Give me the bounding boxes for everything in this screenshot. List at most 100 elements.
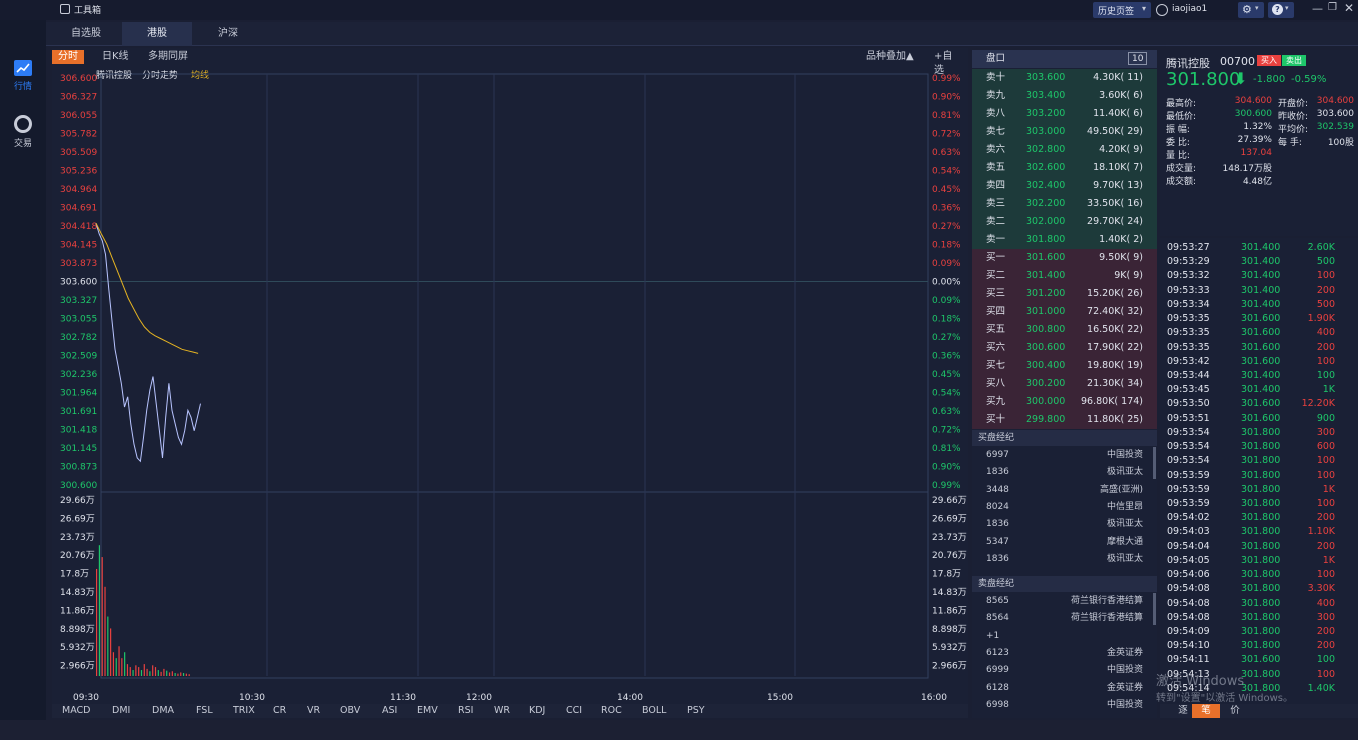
indicator-cr[interactable]: CR <box>273 705 287 716</box>
indicator-wr[interactable]: WR <box>494 705 510 716</box>
ask-row[interactable]: 卖五 302.600 18.10K( 7) <box>972 159 1157 177</box>
minimize-icon[interactable]: — <box>1312 2 1323 15</box>
overlay-button[interactable]: 品种叠加▲ <box>866 51 914 62</box>
broker-row[interactable]: +1 <box>972 628 1157 645</box>
ask-row[interactable]: 卖九 303.400 3.60K( 6) <box>972 87 1157 105</box>
user-avatar-icon[interactable] <box>1156 4 1168 16</box>
volume-bar <box>185 673 187 676</box>
broker-row[interactable]: 6998 中国投资 <box>972 697 1157 714</box>
tab-multi-period[interactable]: 多期同屏 <box>148 51 188 62</box>
broker-row[interactable]: 6123 金英证券 <box>972 645 1157 662</box>
settings-button[interactable]: ⚙ ▾ <box>1238 2 1264 18</box>
indicator-dmi[interactable]: DMI <box>112 705 131 716</box>
broker-name: 荷兰银行香港结算 <box>1070 596 1143 606</box>
trend-chart-icon <box>14 60 32 76</box>
add-watchlist-button[interactable]: +自选 <box>934 51 953 76</box>
intraday-chart[interactable]: 306.600 0.99% 306.327 0.90% 306.055 0.81% 305.… <box>52 48 968 704</box>
scrollbar[interactable] <box>1153 593 1156 625</box>
tick-row: 09:53:29 301.400 500 <box>1160 255 1350 269</box>
broker-row[interactable]: 8564 荷兰银行香港结算 <box>972 610 1157 627</box>
tab-sh-sz[interactable]: 沪深 <box>218 28 238 39</box>
ask-level-label: 卖七 <box>986 126 1006 137</box>
indicator-psy[interactable]: PSY <box>687 705 705 716</box>
sidebar-item-market[interactable]: 行情 <box>0 60 46 92</box>
bid-row[interactable]: 买六 300.600 17.90K( 22) <box>972 339 1157 357</box>
bid-row[interactable]: 买八 300.200 21.30K( 34) <box>972 375 1157 393</box>
ask-price: 302.400 <box>1026 180 1066 191</box>
price-tick-label: 303.873 <box>60 259 97 269</box>
tab-intraday[interactable]: 分时 <box>52 50 84 64</box>
scrollbar[interactable] <box>1153 447 1156 479</box>
help-button[interactable]: ? ▾ <box>1268 2 1294 18</box>
broker-row[interactable]: 1836 极讯亚太 <box>972 551 1157 568</box>
indicator-boll[interactable]: BOLL <box>642 705 667 716</box>
indicator-trix[interactable]: TRIX <box>233 705 255 716</box>
tab-daily-kline[interactable]: 日K线 <box>102 51 129 62</box>
tab-hk-stocks[interactable]: 港股 <box>122 22 192 46</box>
volume-tick-label: 5.932万 <box>60 643 95 653</box>
indicator-emv[interactable]: EMV <box>417 705 438 716</box>
tab-tick-by-tick[interactable]: 逐 <box>1178 705 1188 716</box>
indicator-kdj[interactable]: KDJ <box>529 705 546 716</box>
broker-name: 金英证券 <box>1106 682 1143 693</box>
broker-row[interactable]: 6999 中国投资 <box>972 662 1157 679</box>
indicator-obv[interactable]: OBV <box>340 705 361 716</box>
broker-row[interactable]: 8565 荷兰银行香港结算 <box>972 593 1157 610</box>
toolbox-icon[interactable] <box>60 4 70 14</box>
broker-row[interactable]: 8024 中信里昂 <box>972 499 1157 516</box>
username[interactable]: iaojiao1 <box>1172 4 1208 14</box>
restore-icon[interactable]: ❐ <box>1328 2 1337 13</box>
sell-button[interactable]: 卖出 <box>1282 55 1306 66</box>
indicator-rsi[interactable]: RSI <box>458 705 474 716</box>
close-icon[interactable]: ✕ <box>1344 1 1355 15</box>
tab-tick-price[interactable]: 价 <box>1230 705 1240 716</box>
broker-row[interactable]: 6128 金英证券 <box>972 680 1157 697</box>
bid-row[interactable]: 买二 301.400 9K( 9) <box>972 267 1157 285</box>
history-tabs-button[interactable]: 历史页签 ▾ <box>1093 2 1151 18</box>
tick-price: 301.800 <box>1241 668 1281 680</box>
price-tick-label: 305.509 <box>60 148 97 158</box>
stats-right: 开盘价: 304.600 昨收价: 303.600 平均价: 302.539 每 手: 100… <box>1278 96 1354 156</box>
bid-row[interactable]: 买十 299.800 11.80K( 25) <box>972 411 1157 429</box>
tab-watchlist[interactable]: 自选股 <box>71 28 101 39</box>
sidebar-item-trade[interactable]: 交易 <box>0 115 46 149</box>
depth-selector[interactable]: 10 <box>1128 52 1148 65</box>
ask-row[interactable]: 卖七 303.000 49.50K( 29) <box>972 123 1157 141</box>
tick-price: 301.800 <box>1241 483 1281 495</box>
indicator-fsl[interactable]: FSL <box>196 705 213 716</box>
bid-row[interactable]: 买三 301.200 15.20K( 26) <box>972 285 1157 303</box>
volume-tick-label-right: 29.66万 <box>932 496 967 506</box>
bid-row[interactable]: 买四 301.000 72.40K( 32) <box>972 303 1157 321</box>
indicator-cci[interactable]: CCI <box>566 705 583 716</box>
ask-row[interactable]: 卖八 303.200 11.40K( 6) <box>972 105 1157 123</box>
bid-row[interactable]: 买七 300.400 19.80K( 19) <box>972 357 1157 375</box>
indicator-dma[interactable]: DMA <box>152 705 175 716</box>
indicator-roc[interactable]: ROC <box>601 705 622 716</box>
indicator-asi[interactable]: ASI <box>382 705 398 716</box>
broker-row[interactable]: 1836 极讯亚太 <box>972 516 1157 533</box>
tab-tick-trades[interactable]: 笔 <box>1192 704 1220 718</box>
tick-volume: 100 <box>1316 455 1335 467</box>
app-title[interactable]: 工具箱 <box>74 6 102 16</box>
tick-time: 09:54:04 <box>1167 540 1210 552</box>
broker-row[interactable]: 6997 中国投资 <box>972 447 1157 464</box>
ask-row[interactable]: 卖三 302.200 33.50K( 16) <box>972 195 1157 213</box>
broker-row[interactable]: 3448 高盛(亚洲) <box>972 482 1157 499</box>
indicator-macd[interactable]: MACD <box>62 705 91 716</box>
market-tabs: 自选股 港股 沪深 <box>46 22 1358 46</box>
bid-row[interactable]: 买九 300.000 96.80K( 174) <box>972 393 1157 411</box>
ask-row[interactable]: 卖一 301.800 1.40K( 2) <box>972 231 1157 249</box>
buy-button[interactable]: 买入 <box>1257 55 1281 66</box>
ask-row[interactable]: 卖四 302.400 9.70K( 13) <box>972 177 1157 195</box>
broker-row[interactable]: 5347 摩根大通 <box>972 534 1157 551</box>
broker-row[interactable]: 1836 极讯亚太 <box>972 464 1157 481</box>
bid-row[interactable]: 买五 300.800 16.50K( 22) <box>972 321 1157 339</box>
ask-row[interactable]: 卖十 303.600 4.30K( 11) <box>972 69 1157 87</box>
ask-row[interactable]: 卖二 302.000 29.70K( 24) <box>972 213 1157 231</box>
indicator-vr[interactable]: VR <box>307 705 321 716</box>
tick-time: 09:53:54 <box>1167 441 1210 453</box>
price-change: -1.800 <box>1253 74 1286 85</box>
ask-row[interactable]: 卖六 302.800 4.20K( 9) <box>972 141 1157 159</box>
tick-time: 09:54:09 <box>1167 625 1210 637</box>
bid-row[interactable]: 买一 301.600 9.50K( 9) <box>972 249 1157 267</box>
